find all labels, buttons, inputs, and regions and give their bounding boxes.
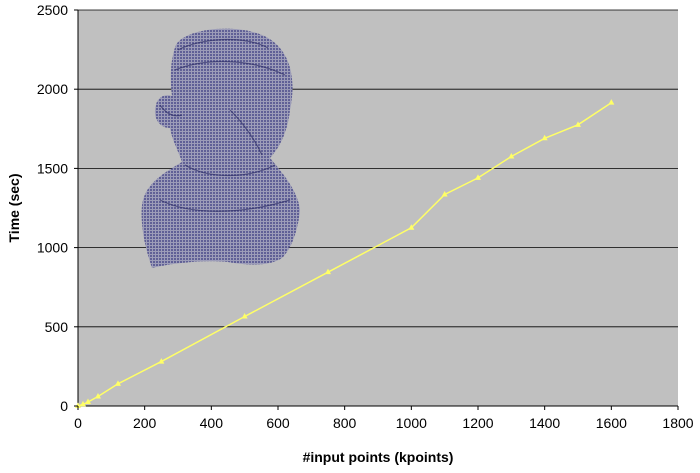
y-tick-label: 2000 (37, 81, 68, 97)
data-point (85, 398, 91, 405)
data-point (441, 191, 448, 197)
data-point (408, 224, 415, 230)
x-tick-label: 400 (200, 415, 224, 431)
data-point (80, 400, 86, 407)
y-tick-label: 1000 (37, 240, 68, 256)
x-tick-label: 800 (333, 415, 357, 431)
y-axis-ticks: 0 500 1000 1500 2000 2500 (37, 2, 78, 414)
data-point (475, 174, 481, 180)
data-point (158, 358, 165, 364)
data-point (241, 313, 248, 319)
data-point (608, 99, 615, 105)
x-tick-label: 1400 (529, 415, 560, 431)
data-point (508, 153, 515, 159)
x-tick-label: 1000 (396, 415, 427, 431)
data-point (325, 268, 331, 275)
y-tick-label: 2500 (37, 2, 68, 18)
y-tick-label: 0 (60, 398, 68, 414)
data-point (75, 402, 81, 408)
x-tick-label: 200 (133, 415, 157, 431)
x-tick-label: 0 (74, 415, 82, 431)
x-tick-label: 1800 (662, 415, 693, 431)
x-axis-title: #input points (kpoints) (303, 449, 454, 465)
y-tick-label: 500 (45, 319, 69, 335)
data-point (115, 380, 121, 386)
point-cloud-inset (141, 28, 300, 268)
data-point (575, 121, 581, 127)
x-tick-label: 1600 (596, 415, 627, 431)
y-tick-label: 1500 (37, 160, 68, 176)
x-axis-ticks: 0 200 400 600 800 1000 1200 1400 1600 1800 (74, 406, 694, 431)
x-tick-label: 600 (266, 415, 290, 431)
data-point (95, 392, 101, 399)
x-tick-label: 1200 (462, 415, 493, 431)
y-axis-title: Time (sec) (6, 174, 22, 243)
data-point (541, 134, 548, 141)
series-markers (75, 99, 615, 408)
